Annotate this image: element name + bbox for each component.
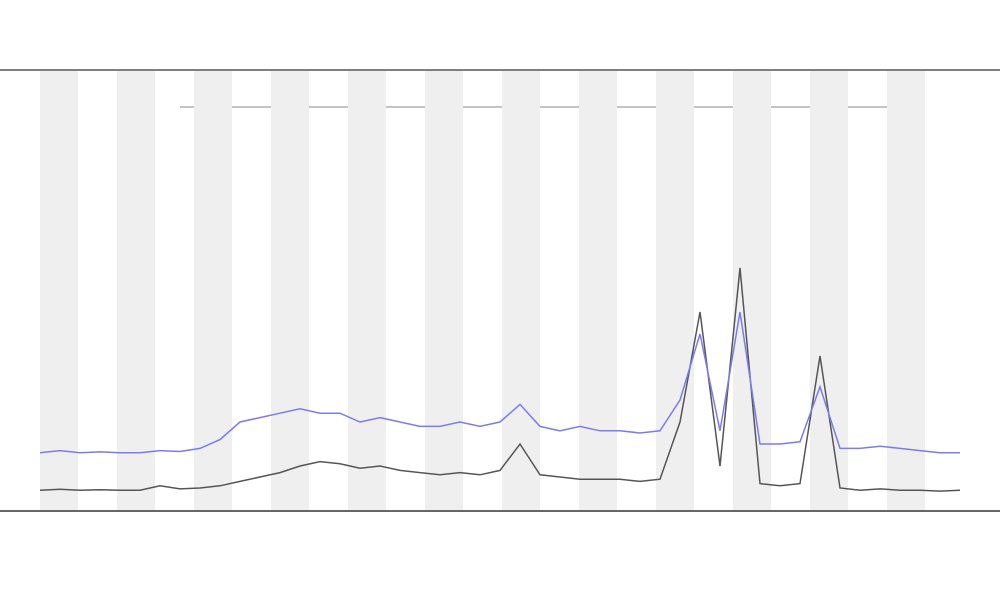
band — [348, 71, 386, 510]
bands — [40, 71, 925, 510]
band — [502, 71, 540, 510]
band — [656, 71, 694, 510]
band — [887, 71, 925, 510]
band — [425, 71, 463, 510]
band — [733, 71, 771, 510]
band — [117, 71, 155, 510]
series-line — [39, 311, 960, 454]
band — [271, 71, 309, 510]
plot-area — [39, 267, 961, 492]
band — [40, 71, 78, 510]
band — [579, 71, 617, 510]
series-line — [39, 267, 961, 492]
band — [194, 71, 232, 510]
band — [810, 71, 848, 510]
